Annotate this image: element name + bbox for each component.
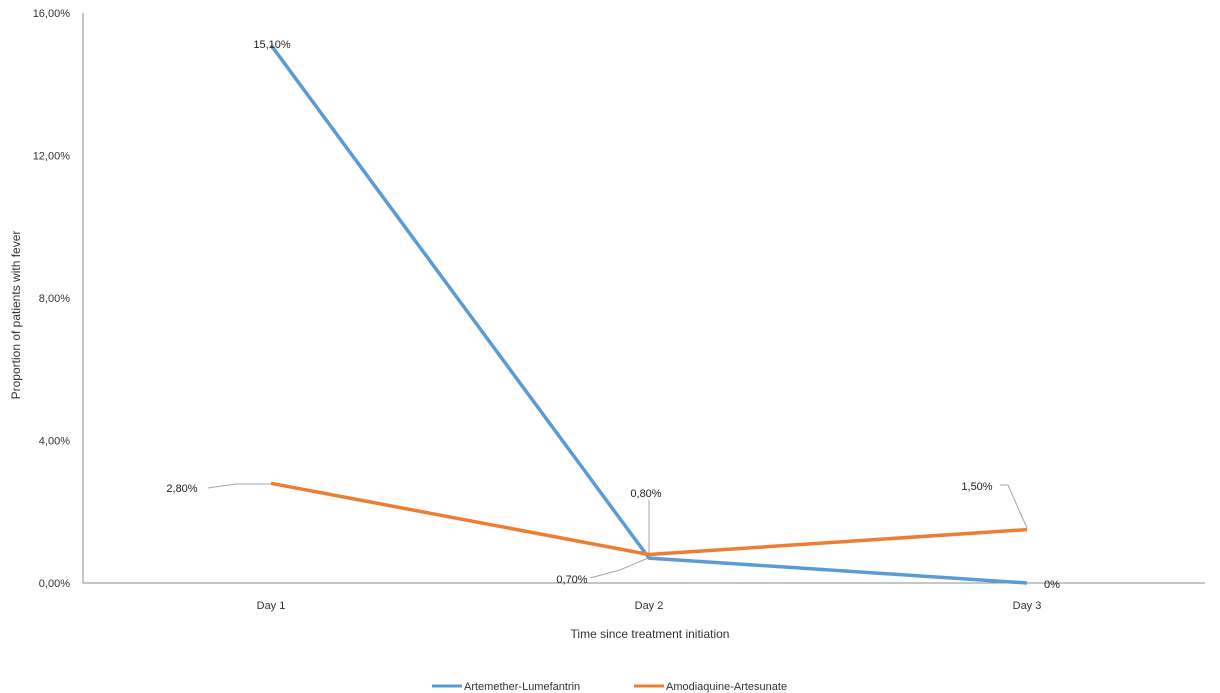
legend-label-artemether-lumefantrin: Artemether-Lumefantrin xyxy=(464,681,580,693)
series-line-amodiaquine-artesunate xyxy=(270,481,1028,557)
legend: Artemether-Lumefantrin Amodiaquine-Artes… xyxy=(432,681,787,693)
x-tick-label: Day 2 xyxy=(635,600,664,612)
data-labels-layer: 15,10% 0,70% 0% 2,80% 0,80% 1,50% xyxy=(166,39,1060,591)
legend-label-amodiaquine-artesunate: Amodiaquine-Artesunate xyxy=(666,681,787,693)
series-line-artemether-lumefantrin xyxy=(269,44,1028,585)
y-tick-label: 8,00% xyxy=(39,293,70,305)
data-label: 15,10% xyxy=(253,39,291,51)
series-layer xyxy=(269,44,1028,585)
data-label: 0,80% xyxy=(630,488,661,500)
y-tick-label: 4,00% xyxy=(39,436,70,448)
x-tick-label: Day 3 xyxy=(1013,600,1042,612)
y-axis-title: Proportion of patients with fever xyxy=(9,231,23,400)
y-tick-label: 16,00% xyxy=(33,8,71,20)
y-tick-labels: 0,00% 4,00% 8,00% 12,00% 16,00% xyxy=(33,8,71,590)
leader-lines xyxy=(207,483,1028,579)
data-label: 0,70% xyxy=(556,574,587,586)
leader-line-am-day1 xyxy=(207,483,271,489)
x-tick-labels: Day 1 Day 2 Day 3 xyxy=(257,600,1042,612)
x-axis-title: Time since treatment initiation xyxy=(571,627,730,641)
data-label: 1,50% xyxy=(961,481,992,493)
data-label: 2,80% xyxy=(166,483,197,495)
x-tick-label: Day 1 xyxy=(257,600,286,612)
data-label: 0% xyxy=(1044,579,1060,591)
y-tick-label: 0,00% xyxy=(39,578,70,590)
leader-line-am-day3 xyxy=(1000,484,1028,529)
leader-line-al-day2 xyxy=(589,557,649,579)
y-tick-label: 12,00% xyxy=(33,151,71,163)
